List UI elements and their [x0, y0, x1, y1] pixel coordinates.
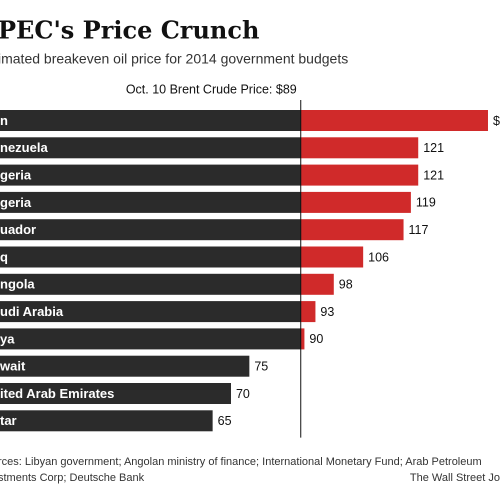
reference-label: Oct. 10 Brent Crude Price: $89 [126, 82, 297, 96]
category-label: geria [0, 195, 32, 210]
category-label: tar [0, 413, 17, 428]
category-label: uador [0, 222, 36, 237]
category-label: ited Arab Emirates [0, 386, 114, 401]
bar [0, 383, 231, 404]
value-label: $140 [493, 114, 500, 128]
bar [0, 328, 301, 350]
value-label: 70 [236, 387, 250, 401]
bar [0, 301, 301, 323]
value-label: 75 [254, 359, 268, 373]
bar [0, 273, 301, 295]
value-label: 90 [309, 332, 323, 346]
sources: rces: Libyan government; Angolan ministr… [0, 456, 482, 468]
value-label: 93 [320, 305, 334, 319]
chart-subtitle: imated breakeven oil price for 2014 gove… [0, 51, 348, 67]
category-label: ya [0, 331, 15, 346]
sources: stments Corp; Deutsche Bank [0, 472, 145, 484]
value-label: 119 [416, 196, 436, 210]
bar [0, 137, 301, 159]
category-label: q [0, 249, 8, 264]
bar [0, 355, 250, 377]
category-label: ngola [0, 277, 35, 292]
value-label: 65 [218, 414, 232, 428]
category-label: wait [0, 359, 26, 374]
bar-excess [300, 219, 404, 241]
bar [0, 219, 301, 241]
bar-excess [300, 110, 488, 131]
value-label: 121 [423, 168, 444, 182]
bar-excess [300, 273, 334, 295]
bar-excess [300, 301, 316, 323]
bar [0, 164, 301, 186]
bar [0, 246, 301, 268]
bar-excess [300, 164, 419, 186]
category-label: nezuela [0, 140, 48, 155]
credit: The Wall Street Jo [410, 472, 500, 484]
category-label: geria [0, 168, 32, 183]
bar-excess [300, 191, 411, 213]
value-label: 121 [423, 141, 444, 155]
category-label: n [0, 113, 8, 128]
bar [0, 191, 301, 213]
bar-excess [300, 137, 419, 159]
value-label: 117 [409, 223, 429, 237]
value-label: 98 [339, 278, 353, 292]
bar [0, 410, 213, 432]
bar-excess [300, 328, 305, 350]
chart-title: PEC's Price Crunch [0, 16, 259, 45]
bar-excess [300, 246, 364, 268]
value-label: 106 [368, 250, 389, 264]
category-label: udi Arabia [0, 304, 64, 319]
bar [0, 110, 301, 131]
